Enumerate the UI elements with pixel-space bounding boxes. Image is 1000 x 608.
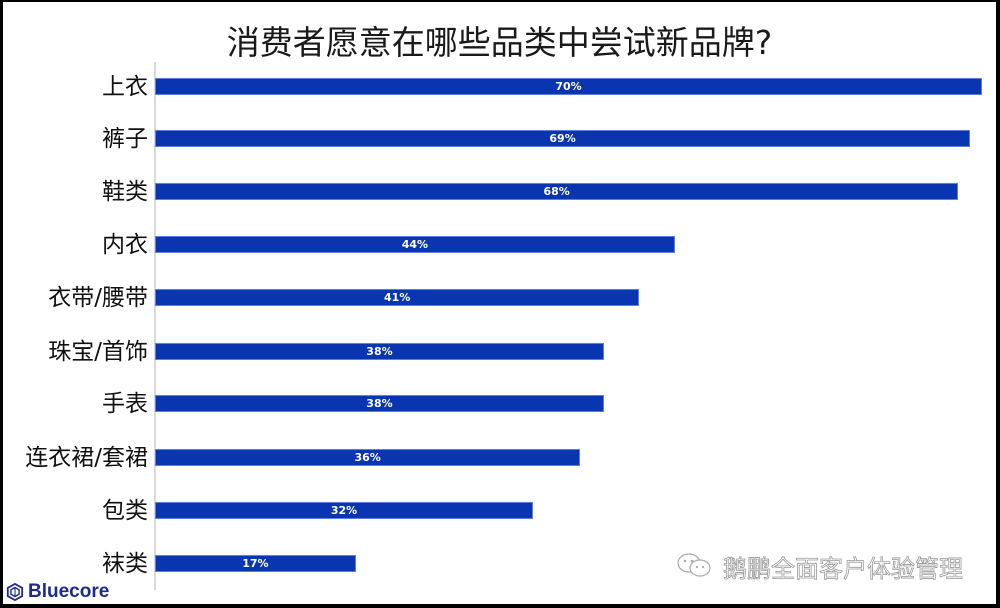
bar [155,130,971,147]
bar [155,289,640,306]
bar-value-label: 38% [366,345,393,358]
bar-row: 上衣 70% [3,72,996,102]
wechat-watermark: 鹅鹏全面客户体验管理 [675,549,963,583]
category-label: 内衣 [102,232,148,258]
bar [155,236,675,253]
bar-value-label: 44% [401,238,429,251]
category-label: 裤子 [102,126,148,152]
bar-row: 裤子 69% [3,124,996,154]
bar-value-label: 69% [549,132,576,145]
bar-value-label: 41% [384,291,411,304]
bar-value-label: 68% [543,185,570,198]
category-label: 连衣裙/套裙 [25,445,148,471]
bar-value-label: 36% [354,451,381,464]
bar-row: 珠宝/首饰 38% [3,337,996,367]
chart-title: 消费者愿意在哪些品类中尝试新品牌? [226,23,773,62]
bar-row: 内衣 44% [3,230,996,260]
bar-row: 连衣裙/套裙 36% [3,443,996,473]
bluecore-hexagon-icon [6,583,24,601]
bar-row: 鞋类 68% [3,177,996,207]
wechat-icon [677,553,711,577]
category-label: 手表 [102,391,148,417]
bar-value-label: 17% [242,557,269,570]
chart-frame: 消费者愿意在哪些品类中尝试新品牌? 上衣 70% 裤子 69% 鞋类 68% 内衣 44% 衣带… [3,2,996,604]
bar [155,78,982,95]
category-label: 衣带/腰带 [48,285,148,311]
bar-row: 手表 38% [3,389,996,419]
category-label: 鞋类 [102,179,148,205]
category-label: 包类 [102,498,148,524]
bar [155,343,604,360]
bar [155,555,356,572]
logo-text: Bluecore [28,581,110,602]
category-label: 上衣 [102,74,148,100]
bar-value-label: 32% [330,504,358,517]
bar [155,502,534,519]
bar-row: 衣带/腰带 41% [3,283,996,313]
watermark-text: 鹅鹏全面客户体验管理 [723,554,964,583]
bluecore-logo: Bluecore [6,580,109,604]
category-label: 珠宝/首饰 [48,339,148,365]
bar-row: 袜类 17% [3,549,996,579]
bar [155,449,581,466]
bar-value-label: 70% [555,80,582,93]
bar-value-label: 38% [366,397,393,410]
bar-row: 包类 32% [3,496,996,526]
bar [155,183,959,200]
y-axis-line [154,62,156,590]
bar [155,395,604,412]
category-label: 袜类 [102,551,148,577]
